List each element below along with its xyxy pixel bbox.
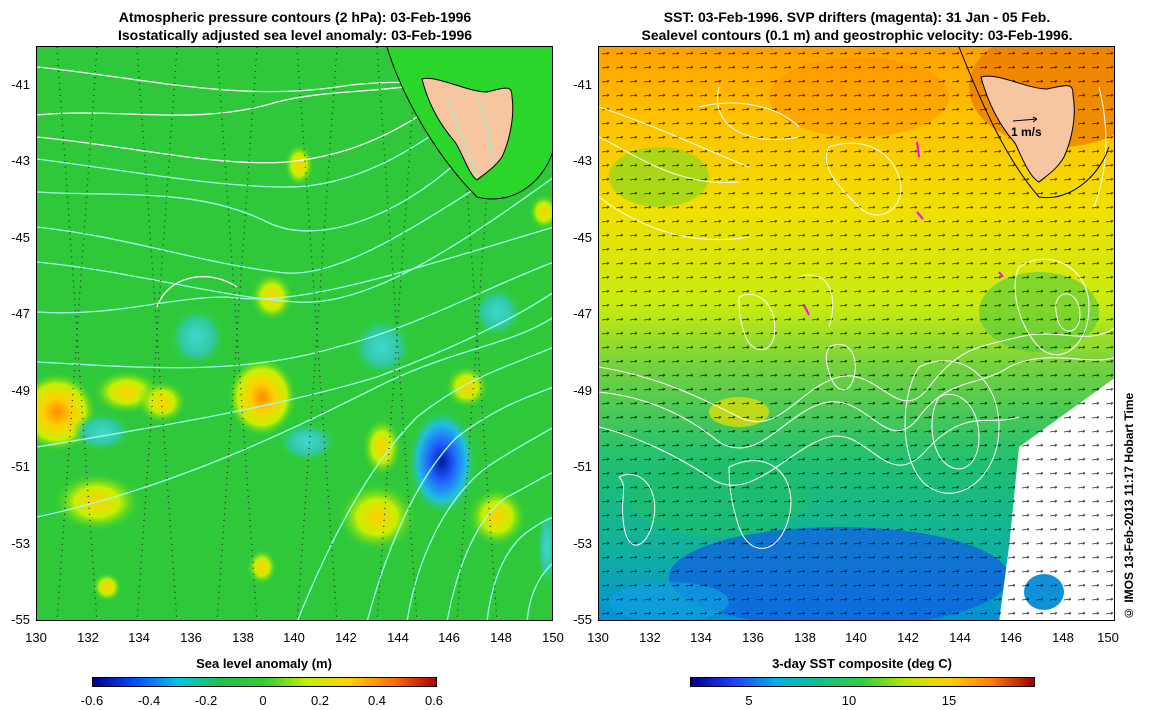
left-xtick: 146 [438,630,460,645]
svp-drifters [803,141,1004,316]
sla-colorbar-tick: -0.6 [80,693,104,708]
right-ytick: -47 [573,306,592,321]
right-xtick: 134 [690,630,712,645]
right-xtick: 138 [794,630,816,645]
left-ytick: -51 [11,459,30,474]
sst-colorbar-tick: 15 [941,693,957,708]
sla-colorbar-label: Sea level anomaly (m) [196,656,332,671]
right-ytick: -51 [573,459,592,474]
right-xtick: 136 [742,630,764,645]
right-title-line1: SST: 03-Feb-1996. SVP drifters (magenta)… [663,9,1051,25]
tasmania [958,47,1110,199]
left-xtick: 136 [180,630,202,645]
left-title-line1: Atmospheric pressure contours (2 hPa): 0… [118,9,472,25]
left-title-line2: Isostatically adjusted sea level anomaly… [117,27,473,43]
right-xtick: 142 [897,630,919,645]
left-xtick: 134 [128,630,150,645]
sst-colorbar-tick: 5 [745,693,753,708]
right-xtick: 140 [845,630,867,645]
left-ytick: -41 [11,77,30,92]
left-ytick: -53 [11,536,30,551]
left-ytick: -49 [11,383,30,398]
sst-colorbar-tick: 10 [841,693,857,708]
left-ytick: -43 [11,153,30,168]
velocity-scale-label: 1 m/s [1011,125,1042,139]
altimeter-tracks [56,47,498,620]
right-title: SST: 03-Feb-1996. SVP drifters (magenta)… [598,8,1116,44]
sla-colorbar-tick: 0.6 [424,693,444,708]
right-xtick: 144 [949,630,971,645]
left-ytick: -45 [11,230,30,245]
left-ytick: -55 [11,612,30,627]
left-xtick: 142 [335,630,357,645]
right-xtick: 148 [1052,630,1074,645]
right-ytick: -53 [573,536,592,551]
right-ytick: -41 [573,77,592,92]
right-title-line2: Sealevel contours (0.1 m) and geostrophi… [641,27,1073,43]
sst-map: 1 m/s [598,46,1115,621]
left-xtick: 150 [542,630,564,645]
right-xtick: 146 [1000,630,1022,645]
left-xtick: 144 [387,630,409,645]
copyright-notice: © IMOS 13-Feb-2013 11:17 Hobart Time [1122,392,1136,620]
sla-colorbar-tick: 0.2 [310,693,330,708]
left-ytick: -47 [11,306,30,321]
pressure-contours [37,66,552,620]
sst-map-image [599,47,1114,620]
right-ytick: -45 [573,230,592,245]
sla-colorbar-tick: 0.4 [367,693,387,708]
sla-map-image [37,47,552,620]
left-xtick: 148 [490,630,512,645]
left-xtick: 130 [25,630,47,645]
sst-colorbar [690,677,1035,687]
right-ytick: -49 [573,383,592,398]
left-xtick: 138 [232,630,254,645]
sla-colorbar [92,677,437,687]
sla-colorbar-tick: -0.2 [194,693,218,708]
sla-colorbar-tick: 0 [259,693,267,708]
right-xtick: 150 [1097,630,1119,645]
right-ytick: -43 [573,153,592,168]
velocity-scale [1012,116,1038,123]
sst-colorbar-label: 3-day SST composite (deg C) [772,656,952,671]
sla-colorbar-tick: -0.4 [137,693,161,708]
sla-map [36,46,553,621]
left-xtick: 132 [77,630,99,645]
left-title: Atmospheric pressure contours (2 hPa): 0… [36,8,554,44]
sealevel-contours [599,86,1114,549]
right-xtick: 130 [587,630,609,645]
right-xtick: 132 [639,630,661,645]
right-ytick: -55 [573,612,592,627]
left-xtick: 140 [283,630,305,645]
tasmania [386,47,552,200]
sla-anomalies [37,87,552,602]
